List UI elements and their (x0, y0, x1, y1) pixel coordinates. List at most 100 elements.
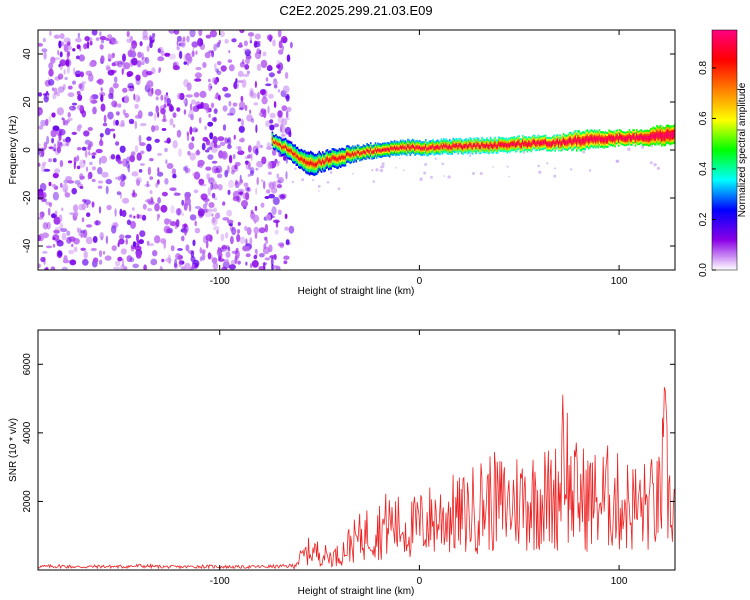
noise-speckle (148, 243, 155, 247)
noise-speckle (130, 44, 137, 49)
signal-band-cell (398, 147, 401, 150)
signal-band-cell (604, 138, 607, 141)
noise-speckle (197, 208, 205, 217)
noise-speckle (235, 249, 240, 259)
noise-speckle (290, 41, 293, 49)
noise-speckle (131, 207, 135, 211)
noise-speckle (68, 249, 75, 255)
noise-speckle (232, 102, 238, 107)
signal-band-cell (552, 142, 554, 145)
noise-speckle (245, 245, 251, 252)
signal-band-cell (464, 145, 467, 147)
noise-speckle (53, 229, 60, 234)
signal-band-cell (669, 134, 671, 138)
noise-speckle (198, 178, 205, 185)
noise-speckle (277, 177, 284, 184)
noise-speckle (205, 240, 209, 249)
noise-speckle (111, 245, 117, 252)
noise-speckle (119, 234, 125, 240)
noise-speckle (85, 166, 89, 172)
noise-speckle (92, 152, 97, 156)
colorbar-tick-label: 0.6 (698, 111, 709, 125)
noise-speckle (146, 45, 150, 52)
noise-speckle (84, 36, 90, 42)
signal-band-cell (327, 159, 330, 163)
noise-speckle (262, 180, 266, 190)
noise-speckle (66, 65, 70, 74)
noise-speckle (51, 112, 56, 118)
signal-band-cell (443, 144, 445, 147)
noise-speckle (113, 221, 118, 226)
noise-speckle (261, 96, 268, 105)
noise-speckle (223, 258, 230, 264)
figure-title: C2E2.2025.299.21.03.E09 (279, 3, 432, 18)
noise-speckle (285, 171, 288, 180)
noise-speckle (185, 244, 190, 252)
noise-speckle (111, 69, 117, 74)
signal-band-cell (634, 138, 637, 141)
noise-speckle (71, 102, 78, 106)
noise-speckle (176, 40, 179, 47)
noise-speckle (228, 154, 233, 164)
noise-speckle (286, 106, 292, 113)
noise-speckle (284, 72, 289, 79)
noise-speckle (249, 87, 254, 94)
signal-band-cell (395, 148, 397, 151)
signal-band-cell (274, 141, 276, 144)
signal-band-cell (668, 133, 670, 136)
noise-speckle (146, 180, 149, 188)
noise-speckle (217, 184, 223, 191)
noise-speckle (131, 57, 138, 66)
signal-band-cell (282, 146, 284, 149)
noise-speckle (172, 124, 176, 128)
noise-speckle (119, 145, 126, 153)
sparse-dot (656, 166, 661, 170)
signal-band-cell (275, 140, 277, 143)
noise-speckle (218, 94, 221, 101)
noise-speckle (279, 194, 286, 200)
signal-band-cell (357, 151, 360, 154)
noise-speckle (230, 259, 236, 266)
signal-band-cell (277, 143, 280, 146)
noise-speckle (78, 203, 84, 211)
noise-speckle (202, 235, 208, 244)
noise-speckle (188, 142, 195, 150)
noise-speckle (104, 255, 112, 261)
sparse-dot (326, 181, 330, 184)
sparse-dot (570, 168, 573, 171)
signal-band-cell (283, 145, 286, 149)
noise-speckle (142, 203, 147, 210)
noise-speckle (62, 83, 66, 90)
noise-speckle (176, 129, 182, 138)
noise-speckle (80, 230, 85, 234)
noise-speckle (160, 94, 164, 101)
noise-speckle (57, 73, 64, 80)
noise-speckle (99, 36, 107, 41)
spectrogram-x-ticks: -100 0 100 (210, 30, 628, 287)
signal-band-cell (447, 146, 450, 149)
sparse-dot (317, 184, 321, 188)
signal-band-cell (541, 141, 543, 144)
noise-speckle (100, 155, 108, 164)
signal-band-cell (487, 145, 489, 148)
noise-speckle (76, 44, 81, 50)
noise-speckle (40, 119, 47, 127)
noise-speckle (183, 223, 188, 229)
sparse-dot (506, 165, 509, 168)
signal-band-cell (312, 162, 314, 166)
noise-speckle (146, 136, 152, 141)
noise-speckle (288, 131, 292, 138)
noise-speckle (159, 265, 163, 270)
noise-speckle (60, 228, 68, 233)
noise-speckle (286, 54, 291, 62)
sparse-dot (588, 169, 592, 172)
noise-speckle (100, 87, 103, 92)
noise-speckle (210, 254, 213, 261)
signal-band-cell (476, 143, 479, 146)
sparse-dot (553, 174, 557, 178)
noise-speckle (191, 50, 195, 58)
noise-speckle (88, 73, 94, 82)
signal-band-cell (354, 152, 356, 155)
signal-band-cell (437, 145, 439, 148)
noise-speckle (238, 125, 245, 133)
